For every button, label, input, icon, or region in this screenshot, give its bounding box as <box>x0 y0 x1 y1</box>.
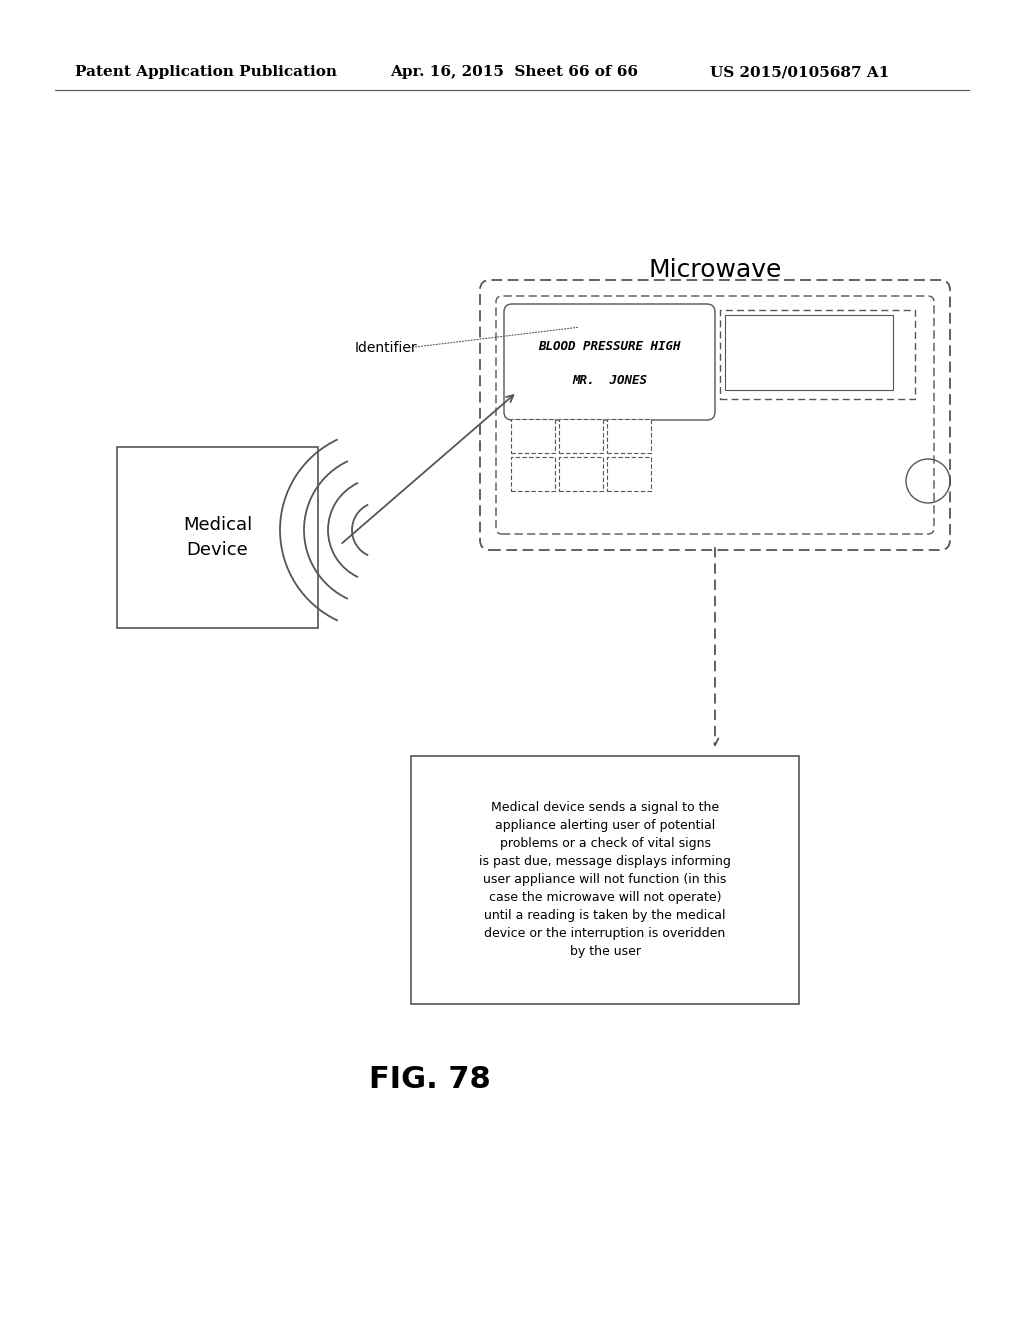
FancyBboxPatch shape <box>607 418 651 453</box>
FancyBboxPatch shape <box>725 315 893 389</box>
FancyBboxPatch shape <box>511 418 555 453</box>
Text: Apr. 16, 2015  Sheet 66 of 66: Apr. 16, 2015 Sheet 66 of 66 <box>390 65 638 79</box>
Text: Microwave: Microwave <box>648 257 781 282</box>
FancyBboxPatch shape <box>480 280 950 550</box>
FancyBboxPatch shape <box>607 457 651 491</box>
Text: Medical
Device: Medical Device <box>183 516 252 558</box>
FancyBboxPatch shape <box>411 756 799 1005</box>
Text: Medical device sends a signal to the
appliance alerting user of potential
proble: Medical device sends a signal to the app… <box>479 801 731 958</box>
Text: Identifier: Identifier <box>355 341 418 355</box>
Text: MR.  JONES: MR. JONES <box>572 374 647 387</box>
Text: BLOOD PRESSURE HIGH: BLOOD PRESSURE HIGH <box>539 341 681 354</box>
Text: FIG. 78: FIG. 78 <box>369 1065 490 1094</box>
FancyBboxPatch shape <box>504 304 715 420</box>
FancyBboxPatch shape <box>559 457 603 491</box>
Text: Patent Application Publication: Patent Application Publication <box>75 65 337 79</box>
FancyBboxPatch shape <box>511 457 555 491</box>
FancyBboxPatch shape <box>720 310 915 399</box>
FancyBboxPatch shape <box>559 418 603 453</box>
FancyBboxPatch shape <box>496 296 934 535</box>
FancyBboxPatch shape <box>117 447 318 628</box>
Text: US 2015/0105687 A1: US 2015/0105687 A1 <box>710 65 890 79</box>
